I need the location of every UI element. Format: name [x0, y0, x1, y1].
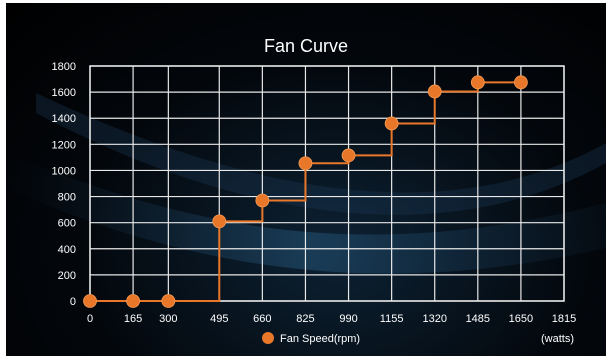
y-tick-label: 800 — [58, 192, 76, 204]
legend: Fan Speed(rpm) — [262, 332, 360, 345]
y-tick-label: 0 — [70, 296, 76, 308]
data-point — [298, 156, 313, 171]
y-tick-label: 400 — [58, 244, 76, 256]
x-axis-unit: (watts) — [541, 333, 574, 345]
data-point — [470, 75, 485, 90]
x-tick-label: 1815 — [552, 313, 576, 325]
x-tick-label: 660 — [253, 313, 271, 325]
fan-curve-chart: Fan Curve 0 200 400 600 800 1000 1200 1400 1600 1… — [6, 36, 606, 345]
chart-title: Fan Curve — [264, 36, 348, 56]
background-swoosh — [6, 153, 606, 274]
y-tick-label: 1600 — [52, 87, 76, 99]
data-point — [161, 294, 176, 308]
x-tick-label: 990 — [339, 313, 357, 325]
data-point — [212, 214, 227, 229]
legend-marker — [262, 332, 274, 344]
y-tick-label: 1800 — [52, 61, 76, 73]
grid — [89, 65, 565, 302]
data-point — [83, 294, 97, 308]
data-point — [126, 294, 140, 308]
x-tick-label: 825 — [296, 313, 314, 325]
x-tick-label: 1650 — [509, 313, 533, 325]
series-line — [90, 81, 521, 302]
y-tick-label: 200 — [58, 270, 76, 282]
y-tick-label: 1200 — [52, 139, 76, 151]
x-tick-label: 165 — [124, 313, 142, 325]
x-tick-label: 0 — [87, 313, 93, 325]
x-tick-label: 1155 — [380, 313, 404, 325]
background-swoosh-2 — [36, 93, 606, 215]
data-point — [384, 116, 399, 131]
x-tick-label: 300 — [159, 313, 177, 325]
y-tick-label: 1400 — [52, 113, 76, 125]
x-tick-label: 1485 — [466, 313, 490, 325]
x-tick-label: 1320 — [422, 313, 446, 325]
y-tick-label: 600 — [58, 218, 76, 230]
y-axis-ticks: 0 200 400 600 800 1000 1200 1400 1600 1800 — [52, 61, 76, 308]
x-tick-label: 495 — [210, 313, 228, 325]
data-point — [341, 148, 356, 163]
series-fan-speed — [83, 75, 528, 308]
x-axis-ticks: 0 165 300 495 660 825 990 1155 1320 1485 1650 1815 — [87, 313, 576, 325]
data-point — [427, 84, 442, 99]
y-tick-label: 1000 — [52, 165, 76, 177]
legend-label: Fan Speed(rpm) — [280, 333, 360, 345]
data-point — [255, 193, 270, 208]
data-point — [514, 75, 528, 90]
chart-panel: Fan Curve 0 200 400 600 800 1000 1200 1400 1600 1… — [6, 3, 606, 356]
